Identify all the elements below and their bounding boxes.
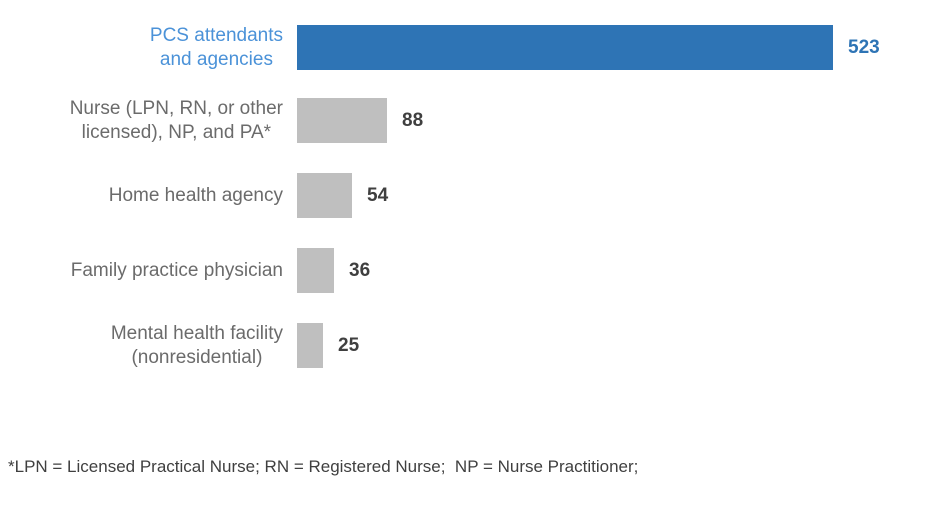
footnote-line-1: *LPN = Licensed Practical Nurse; RN = Re… <box>8 457 639 476</box>
category-label: Mental health facility (nonresidential) <box>110 322 283 368</box>
value-label: 54 <box>367 184 389 206</box>
bar-home-health-agency <box>297 173 352 218</box>
category-label: Home health agency <box>108 184 283 206</box>
category-label-column: PCS attendants and agencies <box>0 24 283 72</box>
chart-row-nurse: Nurse (LPN, RN, or other licensed), NP, … <box>0 98 423 143</box>
footnote: *LPN = Licensed Practical Nurse; RN = Re… <box>8 404 638 517</box>
bar-nurse <box>297 98 387 143</box>
value-label: 523 <box>848 36 880 58</box>
chart-row-mental-health-facility: Mental health facility (nonresidential) … <box>0 323 359 368</box>
value-label: 25 <box>338 334 360 356</box>
value-label: 36 <box>349 259 371 281</box>
bar-mental-health-facility <box>297 323 323 368</box>
category-label-column: Home health agency <box>0 184 283 208</box>
chart-row-pcs-attendants: PCS attendants and agencies 523 <box>0 25 880 70</box>
value-label: 88 <box>402 109 424 131</box>
bar-family-practice-physician <box>297 248 334 293</box>
category-label-column: Nurse (LPN, RN, or other licensed), NP, … <box>0 97 283 145</box>
category-label: Nurse (LPN, RN, or other licensed), NP, … <box>69 97 283 143</box>
chart-row-home-health-agency: Home health agency 54 <box>0 173 388 218</box>
category-label: PCS attendants and agencies <box>149 24 283 70</box>
category-label-column: Mental health facility (nonresidential) <box>0 322 283 370</box>
category-label: Family practice physician <box>70 259 283 281</box>
chart-row-family-practice-physician: Family practice physician 36 <box>0 248 370 293</box>
category-label-column: Family practice physician <box>0 259 283 283</box>
bar-pcs-attendants <box>297 25 833 70</box>
